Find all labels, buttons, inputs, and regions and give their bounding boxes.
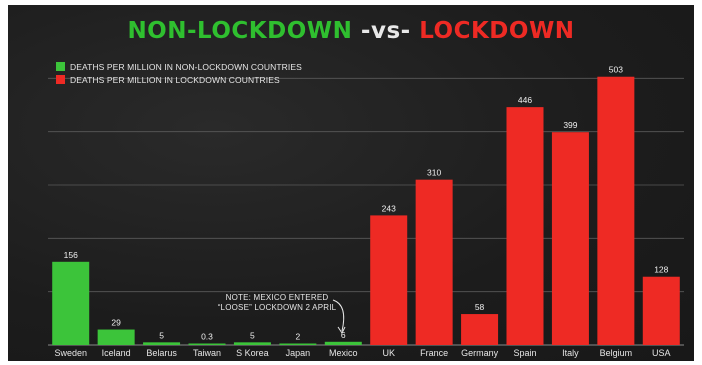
value-label-germany: 58 — [475, 302, 485, 312]
bar-france — [415, 179, 453, 345]
legend-label: DEATHS PER MILLION IN LOCKDOWN COUNTRIES — [70, 74, 280, 85]
x-tick-label-iceland: Iceland — [102, 348, 131, 358]
value-label-spain: 446 — [518, 95, 532, 105]
title-lockdown: LOCKDOWN — [419, 18, 575, 44]
x-tick-label-france: France — [420, 348, 448, 358]
title-vs: -vs- — [360, 18, 411, 44]
bar-germany — [461, 314, 499, 345]
mexico-note: NOTE: MEXICO ENTERED “LOOSE” LOCKDOWN 2 … — [208, 293, 346, 313]
note-line-2: “LOOSE” LOCKDOWN 2 APRIL — [217, 303, 337, 312]
value-label-taiwan: 0.3 — [201, 332, 213, 342]
x-tick-label-germany: Germany — [461, 348, 499, 358]
bar-iceland — [97, 329, 135, 345]
bar-taiwan — [188, 343, 226, 345]
value-label-belgium: 503 — [609, 65, 623, 75]
value-label-uk: 243 — [382, 203, 396, 213]
value-label-france: 310 — [427, 168, 441, 178]
title-non-lockdown: NON-LOCKDOWN — [127, 18, 353, 44]
legend-swatch-green — [56, 62, 65, 71]
bar-uk — [370, 215, 408, 345]
legend: DEATHS PER MILLION IN NON-LOCKDOWN COUNT… — [56, 60, 302, 86]
legend-swatch-red — [56, 75, 65, 84]
x-tick-label-taiwan: Taiwan — [193, 348, 221, 358]
x-tick-label-spain: Spain — [513, 348, 536, 358]
x-tick-label-mexico: Mexico — [329, 348, 358, 358]
bar-sweden — [52, 261, 90, 345]
bar-chart: 156 29 5 0.3 5 2 6 243 310 58 446 399 503 128 Sweden I… — [48, 65, 684, 358]
x-tick-label-s-korea: S Korea — [236, 348, 269, 358]
note-line-1: NOTE: MEXICO ENTERED — [225, 293, 329, 302]
value-label-iceland: 29 — [111, 318, 121, 328]
x-tick-label-italy: Italy — [562, 348, 579, 358]
x-tick-label-uk: UK — [382, 348, 395, 358]
chart-panel: NON-LOCKDOWN -vs- LOCKDOWN 156 29 5 0.3 5 2 6 2… — [8, 5, 694, 361]
x-tick-label-usa: USA — [652, 348, 671, 358]
annotation-arrow — [332, 299, 346, 334]
x-tick-label-japan: Japan — [286, 348, 311, 358]
bar-belgium — [597, 76, 635, 345]
bar-s-korea — [233, 342, 271, 345]
bar-mexico — [324, 341, 362, 345]
legend-label: DEATHS PER MILLION IN NON-LOCKDOWN COUNT… — [70, 61, 302, 72]
value-label-sweden: 156 — [64, 250, 78, 260]
bar-belarus — [143, 342, 181, 345]
value-label-italy: 399 — [563, 120, 577, 130]
x-tick-label-belarus: Belarus — [146, 348, 177, 358]
bar-italy — [551, 132, 589, 345]
bar-usa — [642, 276, 680, 345]
legend-item-lockdown: DEATHS PER MILLION IN LOCKDOWN COUNTRIES — [56, 73, 302, 86]
legend-item-non-lockdown: DEATHS PER MILLION IN NON-LOCKDOWN COUNT… — [56, 60, 302, 73]
bar-spain — [506, 107, 544, 345]
value-label-usa: 128 — [654, 265, 668, 275]
bar-japan — [279, 343, 317, 345]
value-label-s-korea: 5 — [250, 330, 255, 340]
x-tick-label-belgium: Belgium — [600, 348, 633, 358]
value-label-belarus: 5 — [159, 330, 164, 340]
x-tick-label-sweden: Sweden — [54, 348, 87, 358]
value-label-japan: 2 — [295, 332, 300, 342]
value-label-mexico: 6 — [341, 330, 346, 340]
chart-title: NON-LOCKDOWN -vs- LOCKDOWN — [8, 18, 694, 44]
